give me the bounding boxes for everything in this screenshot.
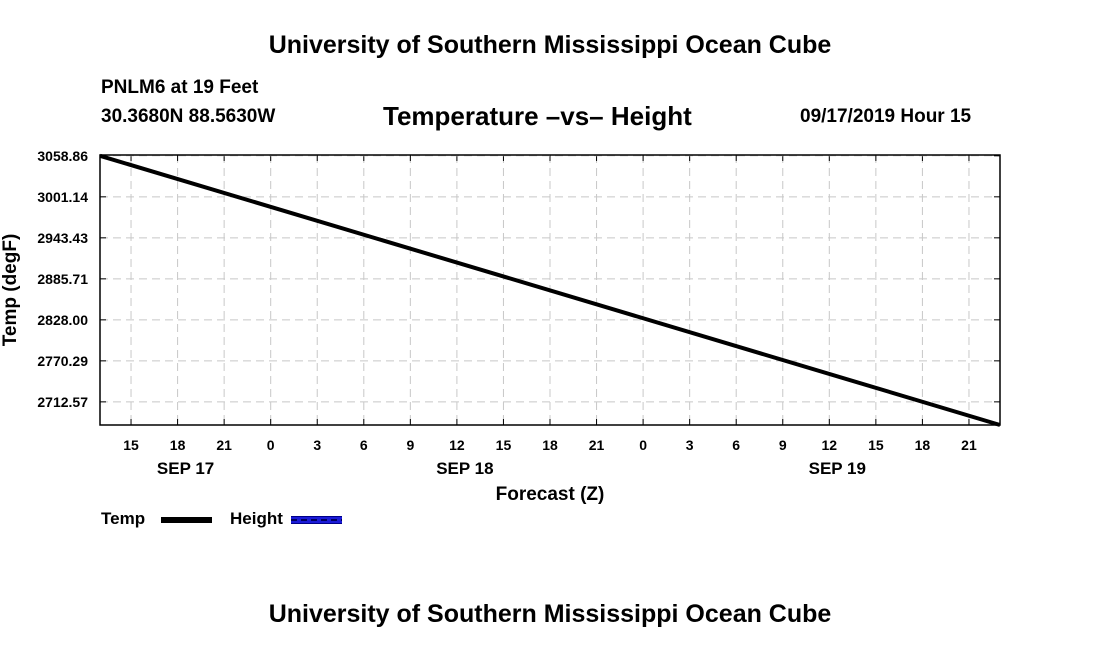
x-tick-label: 3 (313, 437, 321, 453)
temp-series-line (99, 153, 1001, 427)
page-title: University of Southern Mississippi Ocean… (268, 31, 832, 59)
x-tick-label: 6 (360, 437, 368, 453)
x-tick-label: 0 (639, 437, 647, 453)
x-tick-label: 21 (589, 437, 605, 453)
x-tick-label: 15 (123, 437, 139, 453)
footer-title: University of Southern Mississippi Ocean… (268, 600, 832, 628)
x-tick-label: 12 (449, 437, 465, 453)
x-date-label: SEP 17 (157, 459, 214, 478)
x-tick-label: 21 (216, 437, 232, 453)
coordinates-label: 30.3680N 88.5630W (101, 106, 276, 127)
chart-title: Temperature –vs– Height (383, 101, 692, 131)
y-tick-label: 2770.29 (37, 353, 88, 369)
forecast-date-label: 09/17/2019 Hour 15 (800, 106, 972, 127)
x-axis-title: Forecast (Z) (496, 484, 605, 505)
station-label: PNLM6 at 19 Feet (101, 77, 259, 98)
x-tick-label: 3 (686, 437, 694, 453)
x-tick-label: 9 (406, 437, 414, 453)
plot-frame (99, 154, 1001, 426)
legend-height-label: Height (230, 509, 283, 528)
x-tick-label: 21 (961, 437, 977, 453)
x-tick-label: 18 (170, 437, 186, 453)
x-tick-label: 18 (915, 437, 931, 453)
x-tick-label: 6 (732, 437, 740, 453)
x-tick-label: 18 (542, 437, 558, 453)
x-tick-label: 12 (822, 437, 838, 453)
legend-temp-label: Temp (101, 509, 146, 528)
x-tick-label: 15 (868, 437, 884, 453)
y-tick-label: 2828.00 (37, 312, 88, 328)
x-date-label: SEP 18 (436, 459, 493, 478)
y-axis-title: Temp (degF) (0, 234, 21, 347)
y-tick-label: 2885.71 (37, 271, 88, 287)
x-date-label: SEP 19 (809, 459, 866, 478)
x-tick-label: 9 (779, 437, 787, 453)
y-tick-label: 3001.14 (37, 189, 88, 205)
y-tick-label: 2712.57 (37, 394, 88, 410)
x-tick-label: 0 (267, 437, 275, 453)
x-tick-label: 15 (496, 437, 512, 453)
y-tick-label: 2943.43 (37, 230, 88, 246)
legend-height-swatch (291, 516, 342, 524)
y-tick-label: 3058.86 (37, 148, 88, 164)
legend-temp-swatch (161, 517, 212, 523)
